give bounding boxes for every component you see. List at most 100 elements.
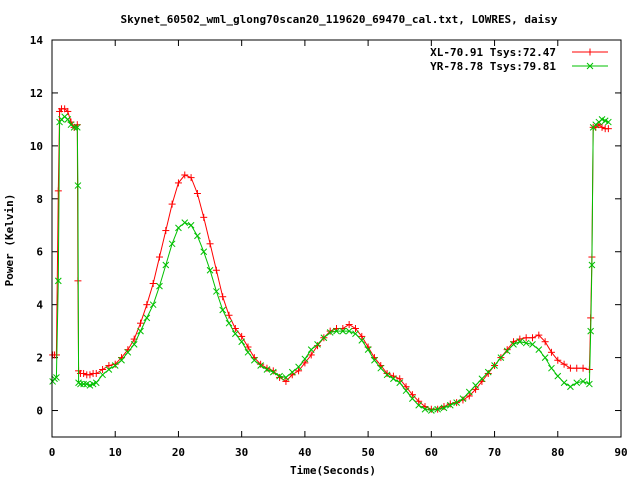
data-point [238,338,246,346]
data-point [74,182,82,189]
data-point [459,395,467,402]
data-point [276,372,283,380]
data-point [219,306,227,314]
data-point [326,329,334,336]
data-point [193,190,201,198]
data-point [80,369,88,377]
data-point [282,377,290,385]
data-point [547,348,555,356]
x-tick-label: 50 [361,446,374,459]
legend-marker [586,48,594,56]
data-point [396,379,404,387]
legend-label: YR-78.78 Tsys:79.81 [430,60,556,73]
data-point [358,337,366,344]
data-point [111,360,119,368]
data-point [377,364,385,372]
data-point [225,311,233,319]
data-point [383,371,391,379]
data-point [573,364,581,372]
data-point [149,279,157,287]
data-point [156,282,163,290]
data-point [345,321,353,329]
chart-title: Skynet_60502_wml_glong70scan20_119620_69… [120,13,557,26]
data-point [497,354,505,361]
data-point [358,332,366,340]
data-point [124,348,132,356]
data-point [212,266,220,274]
data-point [371,356,378,364]
data-point [257,362,264,369]
data-point [503,347,511,355]
data-point [231,324,239,332]
data-point [301,355,309,363]
data-point [187,174,195,182]
data-point [516,338,524,346]
data-point [421,405,429,413]
data-point [522,339,530,347]
series-2 [49,113,612,414]
data-point [352,330,359,338]
data-point [307,346,315,354]
data-point [503,346,511,354]
data-point [541,338,549,346]
data-point [598,123,606,131]
data-point [529,341,536,348]
data-point [478,375,486,383]
data-point [446,401,454,409]
y-tick-label: 12 [30,87,43,100]
data-point [162,227,170,235]
data-point [250,356,258,364]
data-point [86,371,94,379]
data-point [554,356,562,364]
data-point [560,360,568,368]
legend-marker [586,62,594,70]
data-point [187,221,195,229]
axis-ticks: 0 10 20 30 40 50 60 70 80 90 0 2 4 6 8 10 12 14 [30,34,628,459]
data-point [269,368,277,376]
data-point [168,200,176,208]
data-point [99,371,106,379]
data-point [53,374,60,381]
data-point [402,383,410,391]
x-tick-label: 80 [551,446,564,459]
data-point [244,343,252,351]
data-point [453,399,460,406]
data-point [118,356,125,364]
data-point [194,232,201,240]
data-point [390,375,397,383]
data-point [554,372,562,380]
data-point [535,331,543,339]
data-point [579,378,587,385]
data-point [295,363,302,371]
data-point [137,319,145,327]
x-tick-label: 60 [425,446,438,459]
data-point [263,366,271,373]
data-point [92,369,100,377]
data-point [566,364,574,372]
data-point [427,405,435,413]
plot-frame [51,39,622,438]
data-point [396,375,404,383]
data-point [528,334,536,342]
data-point [175,224,182,232]
data-point [605,118,612,126]
x-tick-label: 0 [49,446,56,459]
data-point [149,301,157,309]
data-point [181,171,189,179]
x-tick-label: 10 [109,446,122,459]
data-point [541,354,549,361]
data-point [105,362,113,370]
y-tick-label: 6 [36,246,43,259]
data-point [244,348,252,356]
data-point [206,266,214,274]
data-point [174,179,182,187]
data-point [484,368,492,376]
data-point [206,240,214,248]
data-point [588,261,596,269]
data-point [295,367,303,375]
data-point [130,341,138,348]
data-point [301,359,309,367]
